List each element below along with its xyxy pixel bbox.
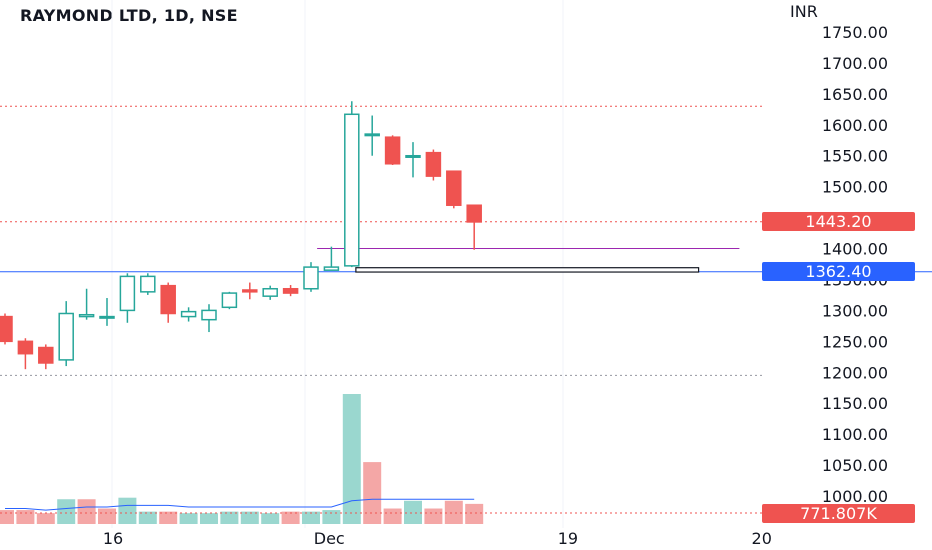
x-tick-label: Dec: [314, 529, 345, 548]
volume-bar: [98, 508, 116, 524]
volume-bar: [281, 511, 300, 524]
support-price-tag: 1362.40: [762, 262, 915, 282]
chart-title: RAYMOND LTD, 1D, NSE: [20, 6, 238, 25]
y-tick-label: 1000.00: [822, 487, 888, 506]
y-tick-label: 1050.00: [822, 456, 888, 475]
volume-bar: [465, 503, 484, 524]
volume-tag: 771.807K: [762, 504, 915, 523]
volume-bar: [342, 394, 361, 524]
volume-bar: [159, 511, 178, 524]
volume-bar: [404, 500, 422, 524]
candle-body: [446, 170, 462, 206]
volume-bar: [322, 510, 341, 524]
volume-bar: [261, 513, 280, 524]
y-tick-label: 1600.00: [822, 116, 888, 135]
volume-bar: [363, 462, 382, 524]
candle-body: [282, 287, 299, 294]
candle-body: [344, 113, 360, 267]
x-tick-label: 16: [103, 529, 123, 548]
volume-bar: [220, 511, 239, 524]
candle-body: [58, 312, 74, 361]
candle-body: [160, 284, 176, 315]
candle-body: [180, 310, 197, 318]
volume-bar: [383, 508, 402, 524]
candle-body: [221, 292, 238, 309]
volume-bar: [16, 510, 35, 524]
y-tick-label: 1300.00: [822, 301, 888, 320]
y-tick-label: 1150.00: [822, 394, 888, 413]
y-tick-label: 1400.00: [822, 240, 888, 259]
candle-body: [466, 204, 482, 223]
y-tick-label: 1250.00: [822, 332, 888, 351]
volume-bar: [36, 513, 55, 524]
candle-body: [242, 289, 258, 293]
y-tick-label: 1500.00: [822, 178, 888, 197]
candle-body: [140, 275, 156, 293]
y-tick-label: 1100.00: [822, 425, 888, 444]
volume-bar: [57, 499, 76, 524]
y-tick-label: 1650.00: [822, 85, 888, 104]
y-tick-label: 1200.00: [822, 363, 888, 382]
candle-body: [38, 346, 54, 364]
candle-body: [323, 266, 340, 271]
candle-body: [262, 287, 278, 297]
candle-body: [364, 133, 380, 137]
candle-body: [384, 136, 401, 165]
y-tick-label: 1700.00: [822, 54, 888, 73]
volume-bar: [302, 511, 320, 524]
volume-ma-line: [5, 498, 475, 511]
volume-bar: [77, 499, 96, 524]
volume-bar: [424, 508, 443, 524]
volume-bar: [138, 511, 157, 524]
candle-body: [405, 154, 421, 158]
candle-body: [0, 315, 13, 343]
candle-body: [201, 309, 217, 321]
volume-bar: [179, 513, 198, 524]
candle-body: [78, 313, 95, 318]
volume-bar: [118, 497, 137, 524]
volume-bar: [240, 511, 259, 524]
y-tick-label: 1750.00: [822, 23, 888, 42]
candle-body: [425, 151, 442, 177]
candle-body: [99, 315, 115, 319]
volume-bar: [0, 510, 14, 524]
y-tick-label: 1550.00: [822, 147, 888, 166]
volume-bar: [444, 500, 463, 524]
candle-body: [17, 340, 34, 355]
range-rectangle: [355, 267, 700, 273]
x-tick-label: 19: [558, 529, 578, 548]
last-price-tag: 1443.20: [762, 212, 915, 232]
x-tick-label: 20: [752, 529, 772, 548]
candle-body: [119, 275, 136, 312]
candle-body: [303, 266, 319, 290]
currency-label: INR: [790, 2, 818, 21]
volume-bar: [200, 513, 218, 524]
